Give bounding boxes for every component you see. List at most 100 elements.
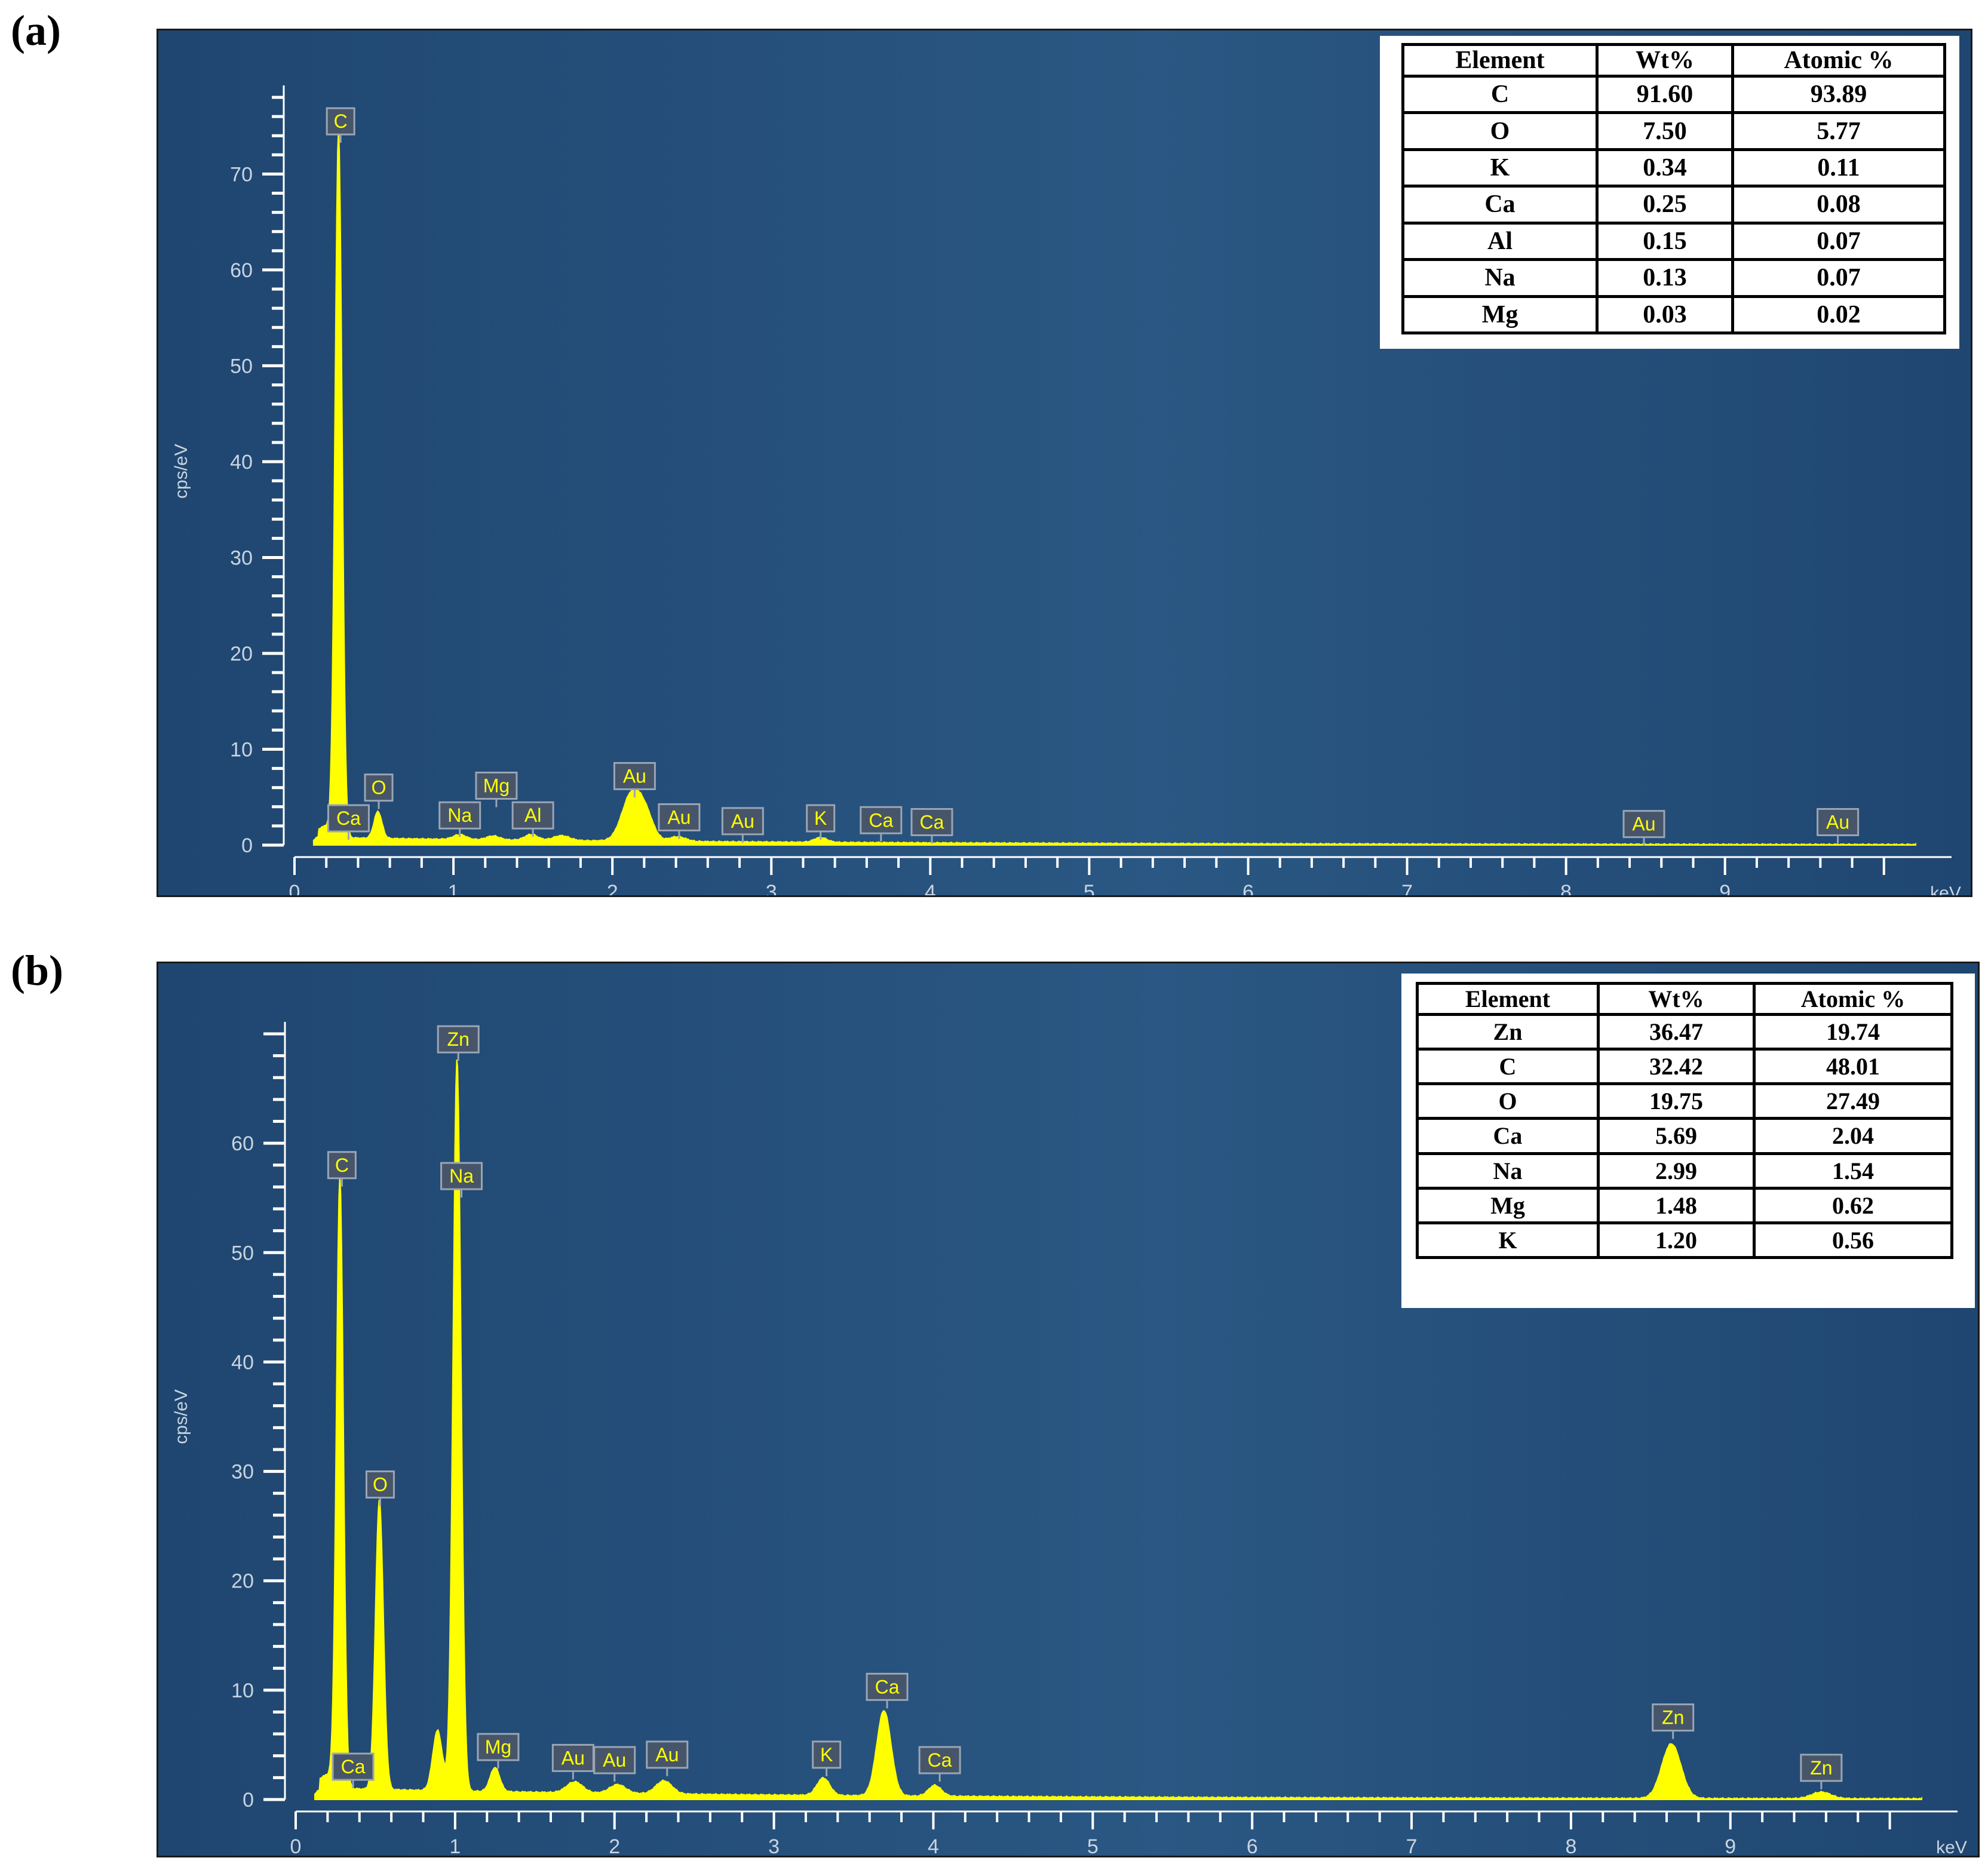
- peak-label-box: [365, 1470, 395, 1499]
- y-tick-label: 60: [231, 1132, 254, 1155]
- cell-element: Ca: [1401, 185, 1599, 225]
- spectrum-trace: [312, 127, 1916, 846]
- y-tick-label: 30: [230, 546, 253, 569]
- cell-atomic: 1.54: [1753, 1152, 1953, 1190]
- peak-label-box: [721, 807, 764, 836]
- peak-label-au: Au: [646, 1740, 689, 1776]
- table-row: K 0.34 0.11: [1401, 148, 1946, 188]
- x-tick-label: 2: [609, 1835, 620, 1857]
- y-tick-label: 0: [241, 834, 253, 857]
- col-header-element: Element: [1416, 982, 1600, 1016]
- peak-label-au: Au: [1622, 810, 1665, 846]
- cell-wt: 7.50: [1596, 111, 1734, 151]
- col-header-wt: Wt%: [1596, 43, 1734, 78]
- cell-atomic: 0.07: [1731, 221, 1946, 262]
- composition-table-box-b: Element Wt% Atomic % Zn 36.47 19.74 C 32.42 4…: [1401, 974, 1975, 1308]
- peak-label-box: [475, 771, 518, 800]
- cell-atomic: 0.08: [1731, 185, 1946, 225]
- table-row: Ca 5.69 2.04: [1416, 1117, 1953, 1155]
- peak-label-text: Au: [1826, 811, 1849, 833]
- cell-element: Mg: [1416, 1186, 1600, 1224]
- x-tick-label: 6: [1242, 881, 1254, 897]
- peak-label-text: Mg: [485, 1736, 511, 1758]
- peak-label-text: K: [820, 1744, 833, 1765]
- peak-label-ca: Ca: [860, 806, 903, 842]
- peak-label-au: Au: [721, 807, 764, 843]
- x-tick-label: 1: [448, 881, 459, 897]
- peak-label-text: C: [334, 110, 348, 132]
- cell-atomic: 19.74: [1753, 1012, 1953, 1051]
- cell-element: Ca: [1416, 1117, 1600, 1155]
- peak-label-o: O: [364, 773, 394, 809]
- peak-label-box: [613, 761, 656, 790]
- peak-label-text: C: [335, 1154, 349, 1176]
- peak-label-text: Ca: [341, 1756, 366, 1777]
- cell-element: O: [1416, 1082, 1600, 1120]
- peak-label-box: [658, 803, 701, 831]
- table-row: Na 2.99 1.54: [1416, 1152, 1953, 1190]
- peak-label-box: [593, 1746, 636, 1774]
- y-axis-label: cps/eV: [171, 1389, 191, 1444]
- peak-label-box: [437, 1025, 480, 1054]
- y-axis-label: cps/eV: [171, 444, 191, 499]
- table-row: Mg 1.48 0.62: [1416, 1186, 1953, 1224]
- x-tick-label: 5: [1084, 881, 1095, 897]
- table-row: Zn 36.47 19.74: [1416, 1012, 1953, 1051]
- cell-wt: 0.15: [1596, 221, 1734, 262]
- x-tick-label: 3: [766, 881, 777, 897]
- peak-label-text: Au: [562, 1747, 585, 1768]
- peak-label-box: [1800, 1754, 1843, 1782]
- y-tick-label: 40: [231, 1351, 254, 1374]
- peak-label-text: Ca: [928, 1749, 952, 1771]
- x-tick-label: 5: [1087, 1835, 1099, 1857]
- peak-label-ca: Ca: [866, 1672, 909, 1709]
- cell-atomic: 27.49: [1753, 1082, 1953, 1120]
- peak-label-au: Au: [551, 1743, 594, 1780]
- peak-label-text: Au: [623, 765, 646, 787]
- cell-wt: 19.75: [1597, 1082, 1756, 1120]
- table-header-row: Element Wt% Atomic %: [1401, 43, 1946, 78]
- peak-label-text: Ca: [875, 1676, 900, 1697]
- peak-label-box: [910, 807, 953, 836]
- cell-wt: 1.20: [1597, 1221, 1756, 1260]
- panel-a-label: (a): [11, 7, 61, 54]
- peak-label-box: [327, 1151, 357, 1180]
- peak-label-au: Au: [658, 803, 701, 839]
- x-tick-label: 4: [925, 881, 936, 897]
- peak-label-text: Al: [524, 805, 541, 826]
- y-tick-label: 10: [230, 738, 253, 761]
- peak-label-k: K: [806, 804, 836, 840]
- peak-label-box: [551, 1743, 594, 1772]
- peak-label-k: K: [812, 1740, 842, 1776]
- table-row: Ca 0.25 0.08: [1401, 185, 1946, 225]
- peak-label-box: [646, 1740, 689, 1769]
- cell-wt: 5.69: [1597, 1117, 1756, 1155]
- x-axis-unit: keV: [1936, 1838, 1967, 1857]
- table-row: O 7.50 5.77: [1401, 111, 1946, 151]
- table-row: Mg 0.03 0.02: [1401, 294, 1946, 335]
- composition-table-box-a: Element Wt% Atomic % C 91.60 93.89 O 7.50 5.7…: [1380, 36, 1959, 349]
- x-tick-label: 7: [1401, 881, 1413, 897]
- peak-label-au: Au: [1817, 807, 1860, 844]
- peak-label-box: [866, 1672, 909, 1701]
- cell-atomic: 93.89: [1731, 74, 1946, 115]
- col-header-atomic: Atomic %: [1731, 43, 1946, 78]
- cell-element: Na: [1416, 1152, 1600, 1190]
- peak-label-na: Na: [438, 801, 481, 837]
- x-tick-label: 0: [290, 1835, 302, 1857]
- y-tick-label: 20: [230, 643, 253, 665]
- peak-label-text: Ca: [336, 807, 361, 829]
- peak-label-box: [477, 1733, 520, 1761]
- peak-label-box: [511, 801, 554, 830]
- x-axis-unit: keV: [1930, 883, 1961, 897]
- peak-label-box: [1817, 807, 1860, 836]
- x-tick-label: 9: [1725, 1835, 1736, 1857]
- table-row: Na 0.13 0.07: [1401, 258, 1946, 298]
- panel-b-label: (b): [11, 947, 63, 994]
- table-row: C 91.60 93.89: [1401, 74, 1946, 115]
- peak-label-text: Au: [603, 1749, 626, 1771]
- cell-element: K: [1401, 148, 1599, 188]
- peak-label-box: [440, 1162, 483, 1190]
- peak-label-al: Al: [511, 801, 554, 837]
- cell-atomic: 0.02: [1731, 294, 1946, 335]
